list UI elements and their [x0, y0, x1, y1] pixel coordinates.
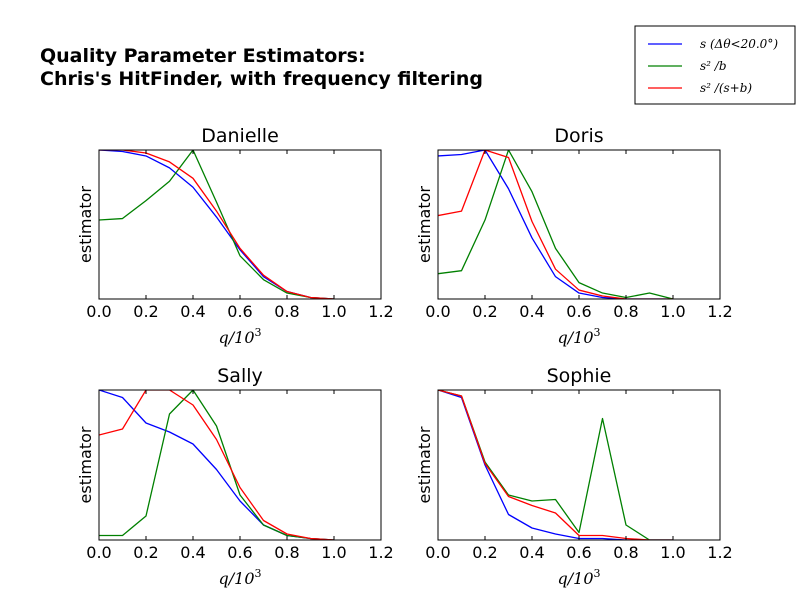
panel-danielle: Danielle 0.0 0.2 0.4 0.6 0.8 1.0 1.2 q/103 estima…: [76, 125, 394, 347]
series-line-2: [99, 390, 335, 540]
series-line-1: [99, 150, 335, 299]
panel-doris: Doris 0.0 0.2 0.4 0.6 0.8 1.0 1.2 q/103 estimator: [415, 125, 733, 347]
x-tick-label: 0.4: [519, 302, 544, 321]
x-tick-label: 0.2: [472, 302, 497, 321]
x-tick-label: 1.0: [321, 543, 346, 562]
x-tick-label: 0.0: [425, 543, 450, 562]
legend-label-1: s (Δθ<20.0°): [700, 37, 778, 51]
x-tick-label: 0.2: [472, 543, 497, 562]
series-line-1: [438, 150, 673, 299]
x-tick-label: 0.2: [133, 302, 158, 321]
panel-title: Sophie: [547, 365, 612, 387]
series-line-1: [99, 390, 335, 540]
x-tick-label: 0.4: [180, 543, 205, 562]
x-tick-label: 0.2: [133, 543, 158, 562]
x-axis-label: q/103: [219, 567, 262, 588]
x-tick-label: 0.8: [274, 543, 299, 562]
plot-frame: [437, 389, 721, 541]
x-tick-label: 0.0: [86, 543, 111, 562]
legend-label-3: s² /(s+b): [700, 81, 752, 95]
y-axis-label: estimator: [415, 426, 434, 503]
plot-frame: [437, 149, 721, 300]
x-tick-label: 0.6: [227, 543, 252, 562]
x-tick-label: 1.0: [660, 543, 685, 562]
y-axis-label: estimator: [76, 186, 95, 263]
x-tick-label: 0.8: [613, 302, 638, 321]
panel-title: Danielle: [201, 125, 279, 147]
panel-title: Sally: [217, 365, 263, 387]
x-axis-label: q/103: [558, 326, 601, 347]
panel-title: Doris: [554, 125, 603, 147]
x-tick-label: 0.4: [519, 543, 544, 562]
figure-title-line2: Chris's HitFinder, with frequency filter…: [40, 68, 483, 90]
legend-frame: [634, 25, 796, 105]
x-tick-label: 1.2: [368, 302, 393, 321]
panel-sally: Sally 0.0 0.2 0.4 0.6 0.8 1.0 1.2 q/103 estimator: [76, 365, 394, 588]
x-tick-label: 1.2: [707, 302, 732, 321]
plot-frame: [98, 149, 382, 300]
x-axis-label: q/103: [558, 567, 601, 588]
series-line-2: [99, 150, 335, 299]
y-axis-label: estimator: [76, 426, 95, 503]
x-tick-label: 0.0: [86, 302, 111, 321]
series-line-3: [438, 150, 673, 299]
x-tick-label: 0.8: [274, 302, 299, 321]
x-tick-label: 1.2: [707, 543, 732, 562]
plot-frame: [98, 389, 382, 541]
x-axis-label: q/103: [219, 326, 262, 347]
series-line-3: [99, 390, 335, 540]
y-axis-label: estimator: [415, 186, 434, 263]
series-line-2: [438, 150, 674, 299]
x-tick-label: 0.6: [566, 302, 591, 321]
x-tick-label: 0.8: [613, 543, 638, 562]
x-tick-label: 1.0: [321, 302, 346, 321]
x-tick-label: 0.0: [425, 302, 450, 321]
panel-sophie: Sophie 0.0 0.2 0.4 0.6 0.8 1.0 1.2 q/103 estimato…: [415, 365, 733, 588]
series-line-2: [438, 390, 673, 540]
series-line-3: [438, 390, 673, 540]
x-tick-label: 1.0: [660, 302, 685, 321]
x-tick-label: 0.6: [566, 543, 591, 562]
x-tick-label: 0.6: [227, 302, 252, 321]
legend-label-2: s² /b: [700, 59, 727, 73]
figure-title-line1: Quality Parameter Estimators:: [40, 45, 366, 67]
x-tick-label: 1.2: [368, 543, 393, 562]
x-tick-label: 0.4: [180, 302, 205, 321]
legend: s (Δθ<20.0°) s² /b s² /(s+b): [634, 25, 796, 105]
series-line-3: [99, 150, 335, 299]
series-line-1: [438, 390, 673, 540]
